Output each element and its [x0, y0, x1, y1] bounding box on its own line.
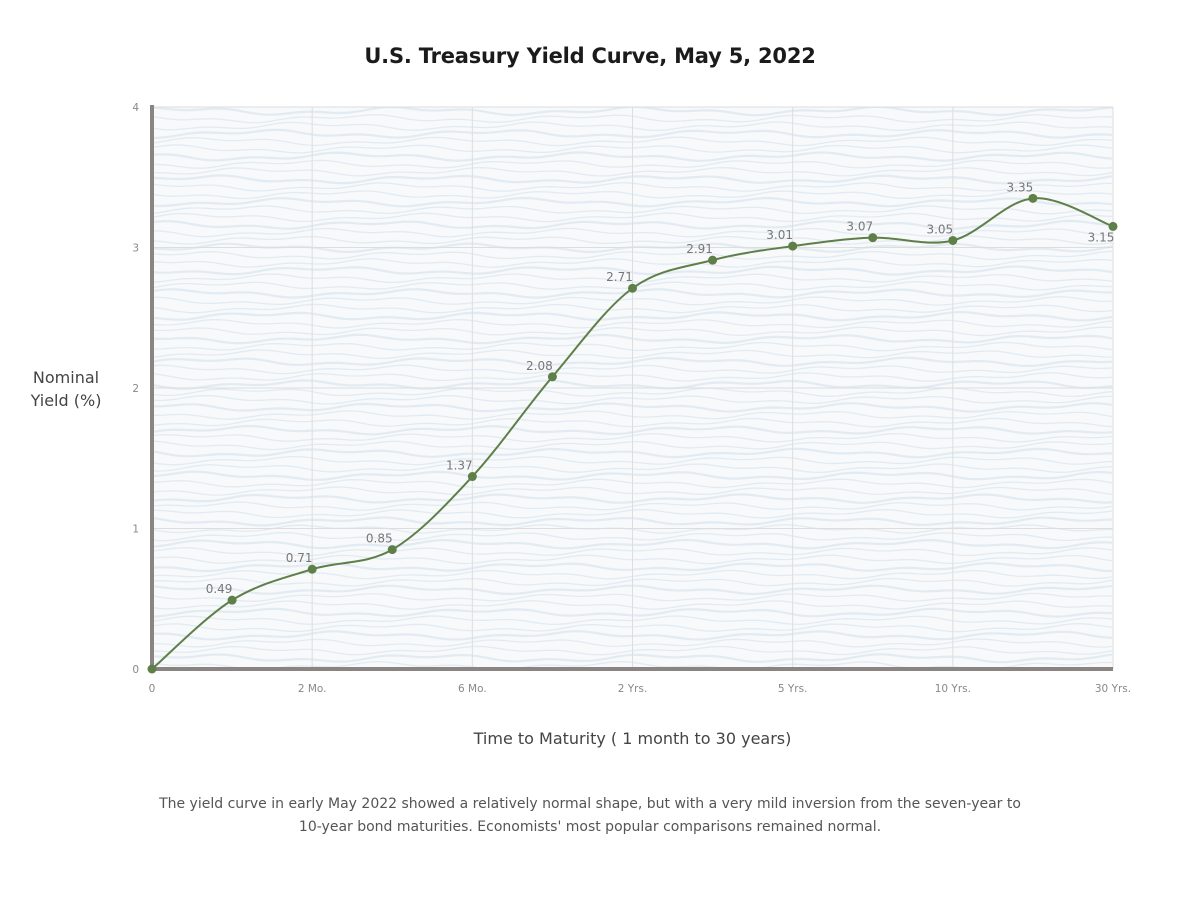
data-label: 3.07	[846, 220, 873, 234]
x-tick-label: 2 Yrs.	[618, 683, 648, 695]
y-tick-label: 3	[132, 243, 139, 255]
x-tick-label: 2 Mo.	[298, 683, 327, 695]
data-point	[708, 255, 718, 265]
y-tick-label: 0	[132, 664, 139, 676]
caption-line-1: The yield curve in early May 2022 showed…	[159, 796, 1021, 812]
x-tick-label: 5 Yrs.	[778, 683, 808, 695]
data-label: 2.91	[686, 242, 713, 256]
data-label: 3.35	[1007, 180, 1034, 194]
data-point	[948, 235, 958, 245]
y-tick-label: 1	[132, 524, 139, 536]
y-axis-label-line-2: Yield (%)	[30, 391, 102, 410]
data-label: 1.37	[446, 459, 473, 473]
data-point	[1108, 221, 1118, 231]
y-axis-label-line-1: Nominal	[32, 368, 100, 387]
data-point	[307, 564, 317, 574]
data-point	[547, 372, 557, 382]
x-tick-label: 0	[149, 683, 156, 695]
chart-title: U.S. Treasury Yield Curve, May 5, 2022	[364, 44, 816, 68]
data-point	[467, 472, 477, 482]
x-tick-label: 6 Mo.	[458, 683, 487, 695]
data-label: 0.49	[206, 582, 233, 596]
data-point	[788, 241, 798, 251]
x-axis-label: Time to Maturity ( 1 month to 30 years)	[473, 729, 792, 748]
y-tick-label: 4	[132, 102, 139, 114]
data-label: 3.01	[766, 228, 793, 242]
data-label: 0.85	[366, 532, 393, 546]
chart-caption: The yield curve in early May 2022 showed…	[110, 793, 1070, 839]
x-tick-label: 10 Yrs.	[935, 683, 971, 695]
data-point	[628, 283, 637, 293]
x-tick-label: 30 Yrs.	[1095, 683, 1131, 695]
data-point	[1028, 193, 1038, 203]
data-point	[868, 233, 878, 243]
data-label: 3.15	[1088, 230, 1115, 244]
caption-line-2: 10-year bond maturities. Economists' mos…	[298, 819, 882, 835]
data-point	[387, 545, 397, 555]
data-label: 2.08	[526, 359, 553, 373]
data-label: 0.71	[286, 551, 313, 565]
y-tick-label: 2	[132, 383, 139, 395]
data-label: 3.05	[926, 222, 953, 236]
data-point	[227, 595, 237, 605]
y-axis-label: Nominal Yield (%)	[20, 366, 112, 412]
data-label: 2.71	[606, 270, 633, 284]
data-point	[147, 664, 157, 674]
